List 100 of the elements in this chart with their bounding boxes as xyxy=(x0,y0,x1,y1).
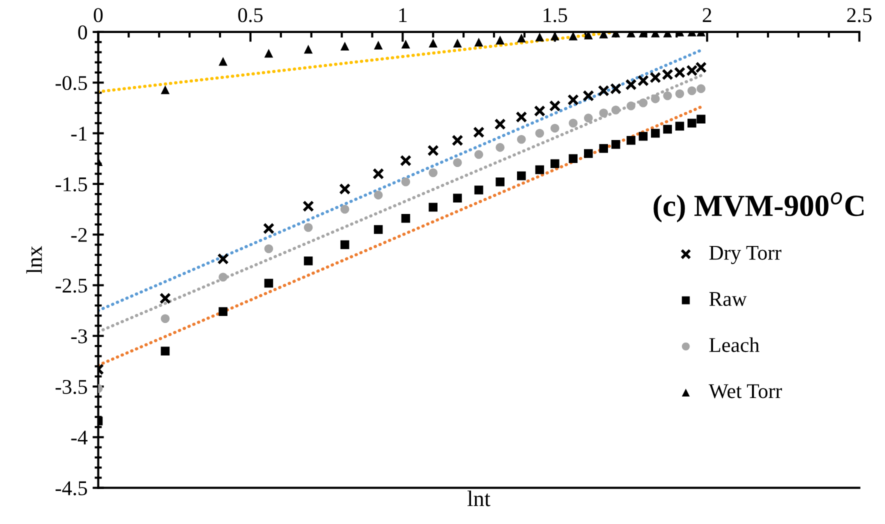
point xyxy=(452,134,464,146)
point xyxy=(650,94,660,104)
point xyxy=(696,84,706,94)
point xyxy=(696,114,706,124)
point xyxy=(340,240,350,250)
point xyxy=(264,244,274,254)
x-tick-label: 0 xyxy=(94,8,103,22)
point xyxy=(218,56,228,66)
point xyxy=(663,124,672,134)
point xyxy=(535,165,544,174)
x-axis-title: lnt xyxy=(468,490,490,506)
point xyxy=(264,278,274,288)
point xyxy=(372,168,384,180)
point xyxy=(304,256,313,266)
point xyxy=(638,98,648,108)
point xyxy=(517,134,526,144)
point xyxy=(339,183,351,195)
y-tick-label: -2.5 xyxy=(56,278,88,293)
point xyxy=(262,222,275,234)
point xyxy=(638,132,648,141)
point xyxy=(599,108,608,118)
point xyxy=(650,128,660,138)
point xyxy=(494,118,506,130)
legend-label: Raw xyxy=(709,292,747,306)
point xyxy=(688,118,696,128)
point xyxy=(374,225,383,234)
point xyxy=(611,106,620,114)
point xyxy=(535,32,544,42)
y-tick-label: -3.5 xyxy=(56,380,88,394)
y-tick-label: -4.5 xyxy=(56,481,88,496)
point xyxy=(611,140,620,149)
point xyxy=(401,178,410,186)
y-tick-label: -3 xyxy=(71,329,88,344)
annotation: (c) MVM-900$^{o}$C xyxy=(654,192,864,222)
point xyxy=(401,214,410,223)
point xyxy=(534,105,546,117)
y-tick-label: -1.5 xyxy=(56,177,88,192)
point xyxy=(374,40,383,50)
point xyxy=(517,34,526,42)
point xyxy=(496,143,504,152)
y-tick-label: -4 xyxy=(71,430,88,444)
y-tick-label: -0.5 xyxy=(56,76,88,90)
point xyxy=(568,154,578,163)
legend-label: Dry Torr xyxy=(709,246,782,264)
y-tick-label: -2 xyxy=(71,228,87,242)
point xyxy=(217,253,229,265)
point xyxy=(568,118,578,128)
point xyxy=(567,94,579,106)
point xyxy=(340,42,350,51)
point xyxy=(550,124,560,133)
point xyxy=(304,44,313,54)
point xyxy=(474,38,484,46)
point xyxy=(400,154,412,166)
point xyxy=(496,178,504,186)
x-tick-label: 2 xyxy=(702,8,712,22)
x-tick-label: 0.5 xyxy=(238,8,263,22)
point xyxy=(517,171,526,180)
point xyxy=(304,223,313,232)
point xyxy=(582,90,594,102)
point xyxy=(401,40,410,49)
x-tick-label: 2.5 xyxy=(847,8,872,22)
point xyxy=(688,86,696,96)
point xyxy=(428,38,438,48)
y-tick-label: -1 xyxy=(71,126,87,140)
point xyxy=(218,272,228,282)
point xyxy=(474,186,484,194)
point xyxy=(626,136,636,145)
point xyxy=(516,111,528,123)
point xyxy=(535,128,544,138)
point xyxy=(374,190,383,200)
point xyxy=(160,314,170,324)
legend-label: Leach xyxy=(709,337,760,352)
point xyxy=(663,91,672,100)
point xyxy=(264,48,274,58)
point xyxy=(160,346,170,356)
point xyxy=(160,85,170,94)
point xyxy=(302,200,314,212)
point xyxy=(550,159,560,168)
point xyxy=(584,114,593,122)
point xyxy=(549,100,561,112)
point xyxy=(340,204,350,214)
point xyxy=(218,307,228,316)
x-tick-label: 1 xyxy=(399,8,407,22)
x-tick-label: 1.5 xyxy=(544,8,568,22)
point xyxy=(625,78,637,90)
point xyxy=(453,158,462,168)
point xyxy=(584,149,593,158)
point xyxy=(599,144,608,153)
y-tick-label: 0 xyxy=(78,25,88,40)
point xyxy=(496,36,504,44)
point xyxy=(453,194,462,202)
legend-label: Wet Torr xyxy=(708,384,782,398)
point xyxy=(626,102,636,110)
point xyxy=(675,89,684,98)
point xyxy=(428,202,438,212)
y-axis-title: lnx xyxy=(26,246,42,274)
point xyxy=(474,150,484,159)
point xyxy=(428,168,438,178)
point xyxy=(473,126,485,138)
point xyxy=(427,144,439,156)
